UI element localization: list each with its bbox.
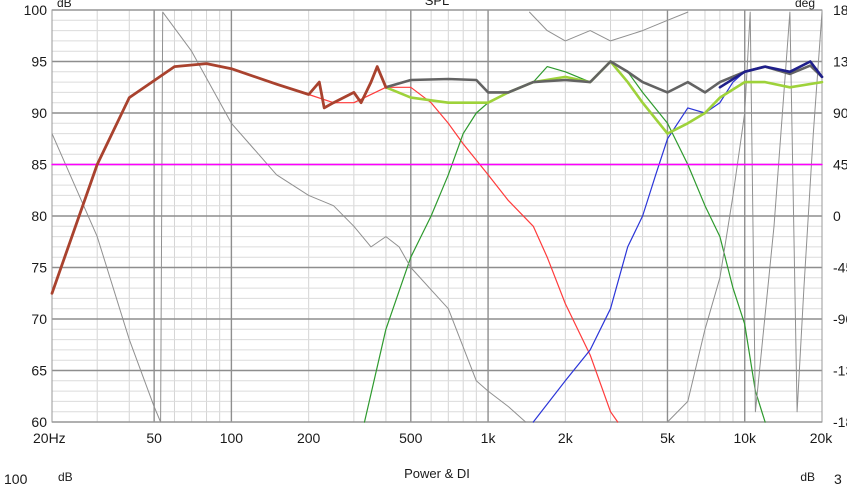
curves [50,11,824,423]
second-chart-y-top-label: 100 [4,471,28,484]
y-tick-label: 80 [31,208,47,224]
y-tick-label: 100 [24,2,48,18]
y-tick-label: 85 [31,157,47,173]
right-tick-label: -90 [833,311,847,327]
y-tick-label: 60 [31,414,47,430]
second-chart-title: Power & DI [404,466,470,481]
x-tick-label: 1k [481,430,497,446]
chart-title: SPL [425,0,450,8]
x-tick-label: 200 [297,430,321,446]
second-chart-right-unit: dB [800,470,815,484]
second-chart-right-top-label: 3 [834,471,842,484]
x-tick-label: 50 [146,430,162,446]
right-tick-label: 45 [833,157,847,173]
x-tick-label: 100 [220,430,244,446]
series-line-10 [718,60,824,89]
y-tick-label: 65 [31,363,47,379]
right-axis-tick-labels: 180 135 90 45 0 -45 -90 -135 -180 [833,2,847,430]
y-axis-unit: dB [57,0,72,10]
right-tick-label: 180 [833,2,847,18]
right-tick-label: 135 [833,54,847,70]
y-tick-label: 70 [31,311,47,327]
series-line-11 [50,62,388,295]
series-line-6 [667,11,823,423]
y-tick-label: 90 [31,105,47,121]
right-tick-label: -135 [833,363,847,379]
x-tick-label: 500 [399,430,423,446]
second-chart-y-axis-unit: dB [58,470,73,484]
right-axis-unit: deg [795,0,815,10]
x-tick-label: 2k [558,430,574,446]
right-tick-label: -45 [833,260,847,276]
x-tick-label: 20Hz [33,430,66,446]
series-line-2 [363,60,766,423]
x-tick-label: 10k [733,430,757,446]
y-tick-label: 75 [31,260,47,276]
y-axis-tick-labels: 100 95 90 85 80 75 70 65 60 [24,2,48,430]
x-axis-tick-labels: 20Hz 50 100 200 500 1k 2k 5k 10k 20k [33,430,833,446]
plot-frame [51,9,823,423]
series-line-4 [51,11,527,423]
right-tick-label: -180 [833,414,847,430]
y-tick-label: 95 [31,54,47,70]
right-tick-label: 0 [833,208,841,224]
series-line-8 [384,60,824,135]
x-tick-label: 5k [660,430,676,446]
x-tick-label: 20k [810,430,834,446]
series-line-5 [529,11,689,42]
right-tick-label: 90 [833,105,847,121]
